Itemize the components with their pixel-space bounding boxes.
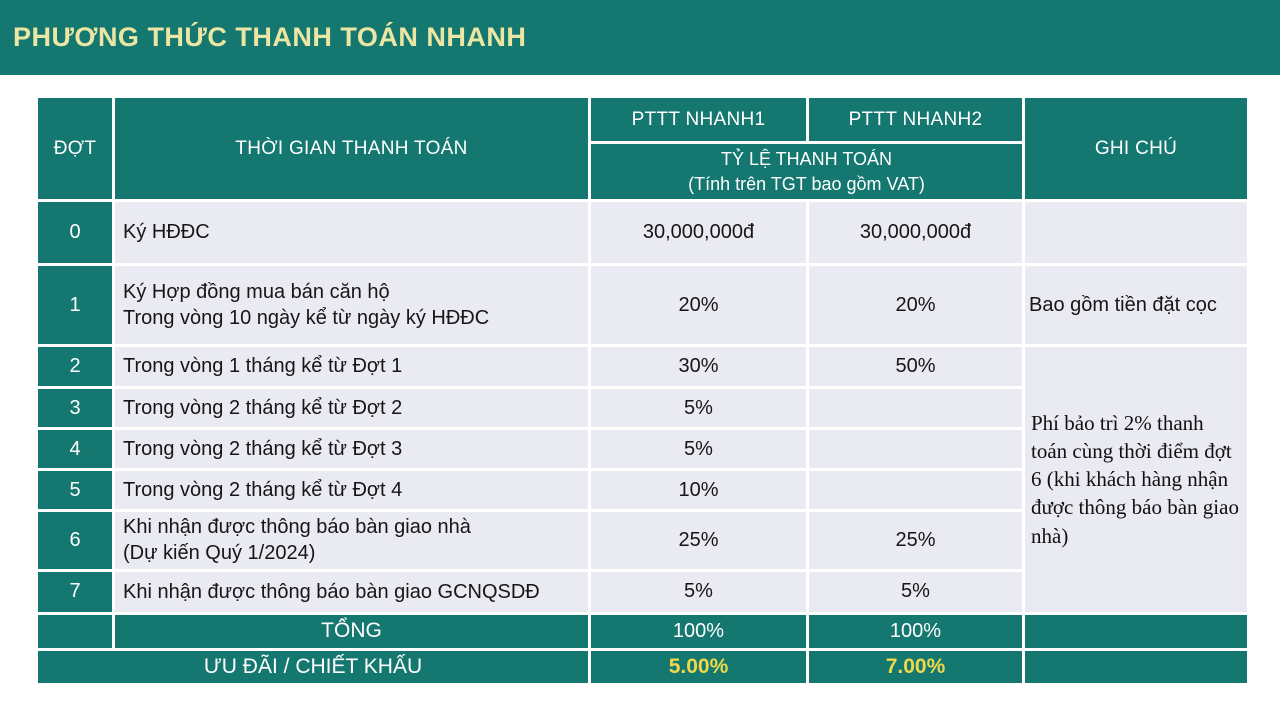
method1-value: 30,000,000đ [591,202,806,263]
discount-label: ƯU ĐÃI / CHIẾT KHẤU [38,650,588,683]
method2-value: 30,000,000đ [809,202,1022,263]
col-header-time: THỜI GIAN THANH TOÁN [115,98,588,199]
discount-method1: 5.00% [591,650,806,683]
method2-value: 20% [809,266,1022,344]
col-header-note: GHI CHÚ [1025,98,1247,199]
maintenance-fee-note: Phí bảo trì 2% thanh toán cùng thời điểm… [1025,347,1247,612]
payment-time: Ký HĐĐC [115,202,588,263]
total-method1: 100% [591,614,806,648]
total-dot-spacer [38,614,112,648]
table-row: 5 Trong vòng 2 tháng kể từ Đợt 4 10% [38,471,1247,509]
phase-number: 6 [38,512,112,569]
method2-value: 5% [809,571,1022,612]
col-header-method2: PTTT NHANH2 [809,98,1022,141]
col-header-ratio: TỶ LỆ THANH TOÁN (Tính trên TGT bao gồm … [591,144,1022,199]
total-note-spacer [1025,614,1247,648]
slide-title-bar: PHƯƠNG THỨC THANH TOÁN NHANH [0,0,1280,75]
phase-number: 2 [38,347,112,386]
payment-time-line1: Khi nhận được thông báo bàn giao nhà [123,516,471,538]
payment-time-line1: Ký Hợp đồng mua bán căn hộ [123,280,390,303]
total-label: TỔNG [115,614,588,648]
table-row: 7 Khi nhận được thông báo bàn giao GCNQS… [38,571,1247,612]
total-method2: 100% [809,614,1022,648]
payment-time: Khi nhận được thông báo bàn giao GCNQSDĐ [115,571,588,612]
table-row: 6 Khi nhận được thông báo bàn giao nhà (… [38,512,1247,569]
method2-value: 50% [809,347,1022,386]
table-row: 2 Trong vòng 1 tháng kể từ Đợt 1 30% 50%… [38,347,1247,612]
method1-value: 5% [591,430,806,468]
payment-time: Trong vòng 2 tháng kể từ Đợt 3 [115,430,588,468]
table-row: 0 Ký HĐĐC 30,000,000đ 30,000,000đ [38,202,1247,263]
phase-number: 1 [38,266,112,344]
ratio-label-line2: (Tính trên TGT bao gồm VAT) [688,173,925,194]
note-cell: Bao gồm tiền đặt cọc [1025,266,1247,344]
discount-row: ƯU ĐÃI / CHIẾT KHẤU 5.00% 7.00% [38,650,1247,683]
payment-time: Khi nhận được thông báo bàn giao nhà (Dự… [115,512,588,569]
payment-schedule-table: ĐỢT THỜI GIAN THANH TOÁN PTTT NHANH1 PTT… [35,95,1250,686]
payment-time: Trong vòng 2 tháng kể từ Đợt 2 [115,389,588,427]
phase-number: 5 [38,471,112,509]
method2-value: 25% [809,512,1022,569]
table-row: 3 Trong vòng 2 tháng kể từ Đợt 2 5% [38,389,1247,427]
method2-value [809,471,1022,509]
method1-value: 10% [591,471,806,509]
method2-value [809,430,1022,468]
ratio-label-line1: TỶ LỆ THANH TOÁN [720,149,893,170]
note-cell [1025,202,1247,263]
phase-number: 0 [38,202,112,263]
payment-time: Trong vòng 1 tháng kể từ Đợt 1 [115,347,588,386]
phase-number: 4 [38,430,112,468]
payment-time: Trong vòng 2 tháng kể từ Đợt 4 [115,471,588,509]
phase-number: 7 [38,571,112,612]
discount-note-spacer [1025,650,1247,683]
total-row: TỔNG 100% 100% [38,614,1247,648]
method2-value [809,389,1022,427]
page-title: PHƯƠNG THỨC THANH TOÁN NHANH [13,22,527,52]
payment-time-line2: Trong vòng 10 ngày kể từ ngày ký HĐĐC [123,307,490,329]
payment-time: Ký Hợp đồng mua bán căn hộ Trong vòng 10… [115,266,588,344]
discount-method2: 7.00% [809,650,1022,683]
method1-value: 25% [591,512,806,569]
payment-time-line2: (Dự kiến Quý 1/2024) [123,542,316,565]
method1-value: 20% [591,266,806,344]
method1-value: 5% [591,571,806,612]
table-row: 1 Ký Hợp đồng mua bán căn hộ Trong vòng … [38,266,1247,344]
method1-value: 30% [591,347,806,386]
method1-value: 5% [591,389,806,427]
table-row: 4 Trong vòng 2 tháng kể từ Đợt 3 5% [38,430,1247,468]
col-header-dot: ĐỢT [38,98,112,199]
col-header-method1: PTTT NHANH1 [591,98,806,141]
phase-number: 3 [38,389,112,427]
